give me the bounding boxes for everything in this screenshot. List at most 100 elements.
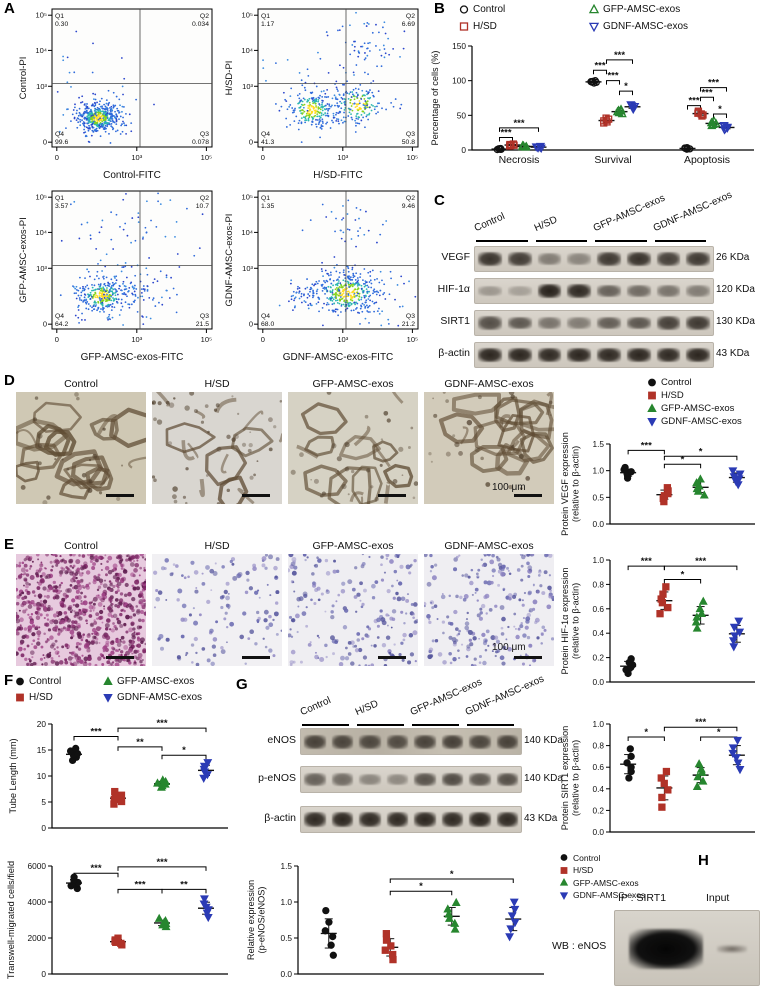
blot-band [359,812,381,827]
blot-strip-β-actin [474,342,714,368]
blot-band [656,252,681,266]
chart-tube-length: 0 5 10 15 20 Tube Length (mm) *** *** ** * [2,708,234,857]
series-control [620,463,637,482]
svg-text:***: *** [641,440,652,451]
tube-formation-image-1 [152,392,282,504]
svg-text:0: 0 [41,823,46,833]
svg-text:10⁵: 10⁵ [36,193,47,202]
blot-band [386,734,408,749]
square-marker-icon [459,22,469,31]
legend-item-control: Control [14,676,61,687]
legend-label: GDNF-AMSC-exos [661,416,742,427]
series-gfp-amsc-exos [443,897,461,933]
blot-band [537,317,562,329]
ip-sirt1-enos-band [629,929,703,969]
tube-formation-image-2 [288,392,418,504]
transwell-image-1 [152,554,282,666]
svg-text:0: 0 [43,138,47,147]
svg-text:10⁴: 10⁴ [35,46,47,55]
blot-band [469,734,491,749]
image-title-control: Control [64,378,98,390]
svg-text:10³: 10³ [36,82,47,91]
panel-d-image-titles: Control H/SD GFP-AMSC-exos GDNF-AMSC-exos [16,378,556,392]
svg-text:***: *** [134,879,145,890]
legend-label: Control [661,377,692,388]
legend-label: Control [473,4,506,15]
svg-text:9.46: 9.46 [402,203,415,210]
svg-text:10⁴: 10⁴ [35,228,47,237]
svg-text:H/SD-PI: H/SD-PI [224,61,235,96]
series-gdnf-amsc-exos [198,759,214,783]
svg-text:Q3: Q3 [200,313,209,320]
svg-text:***: *** [695,556,706,567]
blot-band [331,734,353,749]
image-title-gdnf-amsc-exos: GDNF-AMSC-exos [444,540,534,552]
svg-text:0.8: 0.8 [592,579,604,589]
svg-text:10⁵: 10⁵ [407,153,418,162]
legend-item-gfp-amsc-exos: GFP-AMSC-exos [646,403,734,414]
svg-text:Q3: Q3 [406,313,415,320]
tube-formation-image-0 [16,392,146,504]
svg-text:Q2: Q2 [406,195,415,202]
svg-text:***: *** [701,87,712,98]
svg-text:Control-FITC: Control-FITC [103,170,161,181]
legend-item-control: Control [558,852,600,863]
triangle-down-marker-icon [559,891,569,900]
series-gfp-amsc-exos [517,104,722,151]
square-marker-icon [560,866,568,874]
legend-item-gdnf-amsc-exos: GDNF-AMSC-exos [646,416,742,427]
blot-band [469,773,491,786]
legend-item-gfp-amsc-exos: GFP-AMSC-exos [558,877,639,888]
blot-band [441,772,463,787]
blot-header-line [412,724,459,726]
image-title-gfp-amsc-exos: GFP-AMSC-exos [312,540,394,552]
svg-text:Protein HIF-1α expression: Protein HIF-1α expression [560,568,570,675]
svg-text:Transwell-migrated cells/field: Transwell-migrated cells/field [6,861,16,979]
blot-band [441,734,463,749]
blot-row-label: HIF-1α [437,283,470,295]
svg-text:Apoptosis: Apoptosis [684,154,730,166]
legend-item-h-sd: H/SD [14,692,53,703]
circle-marker-icon [560,854,568,861]
svg-text:**: ** [180,879,188,890]
svg-text:0.0: 0.0 [592,519,604,529]
svg-text:0: 0 [461,145,466,155]
panel-label-g: G [236,676,248,693]
svg-text:***: *** [708,78,719,89]
svg-text:*: * [699,446,703,457]
blot-header-line [535,240,587,242]
chart-transwell-migrated-cells: 0 2000 4000 6000 Transwell-migrated cells/fi… [2,852,234,1002]
blot-strip-p-eNOS [300,766,522,793]
svg-text:41.3: 41.3 [261,139,274,146]
svg-text:***: *** [90,726,101,737]
series-gdnf-amsc-exos [530,101,735,154]
blot-band [537,283,562,299]
series-h-sd [110,787,126,808]
svg-text:0.6: 0.6 [592,762,604,772]
svg-text:0.0: 0.0 [592,677,604,687]
blot-band [656,316,681,330]
blot-band [414,734,436,749]
svg-text:*: * [624,81,628,92]
svg-text:Q3: Q3 [406,131,415,138]
svg-text:6.69: 6.69 [402,21,415,28]
legend-label: GDNF-AMSC-exos [117,692,203,703]
legend-label: H/SD [473,21,497,32]
svg-text:0.5: 0.5 [280,933,292,943]
svg-text:0.4: 0.4 [592,784,604,794]
svg-text:*: * [681,570,685,581]
svg-text:1.35: 1.35 [261,203,274,210]
blot-header-line [467,724,514,726]
blot-column-header: Control [298,695,333,719]
svg-text:Q1: Q1 [261,13,270,20]
blot-band [686,285,710,297]
series-gfp-amsc-exos [692,759,709,790]
blot-band [386,773,408,786]
series-control [320,906,337,959]
scatter-svg: 0.0 0.5 1.0 1.5 Protein VEGF expression (rela… [560,432,755,536]
legend-item-gdnf-amsc-exos: GDNF-AMSC-exos [558,890,645,901]
legend-label: Control [573,852,601,863]
legend-item-h-sd: H/SD [558,865,593,876]
transwell-image-0 [16,554,146,666]
